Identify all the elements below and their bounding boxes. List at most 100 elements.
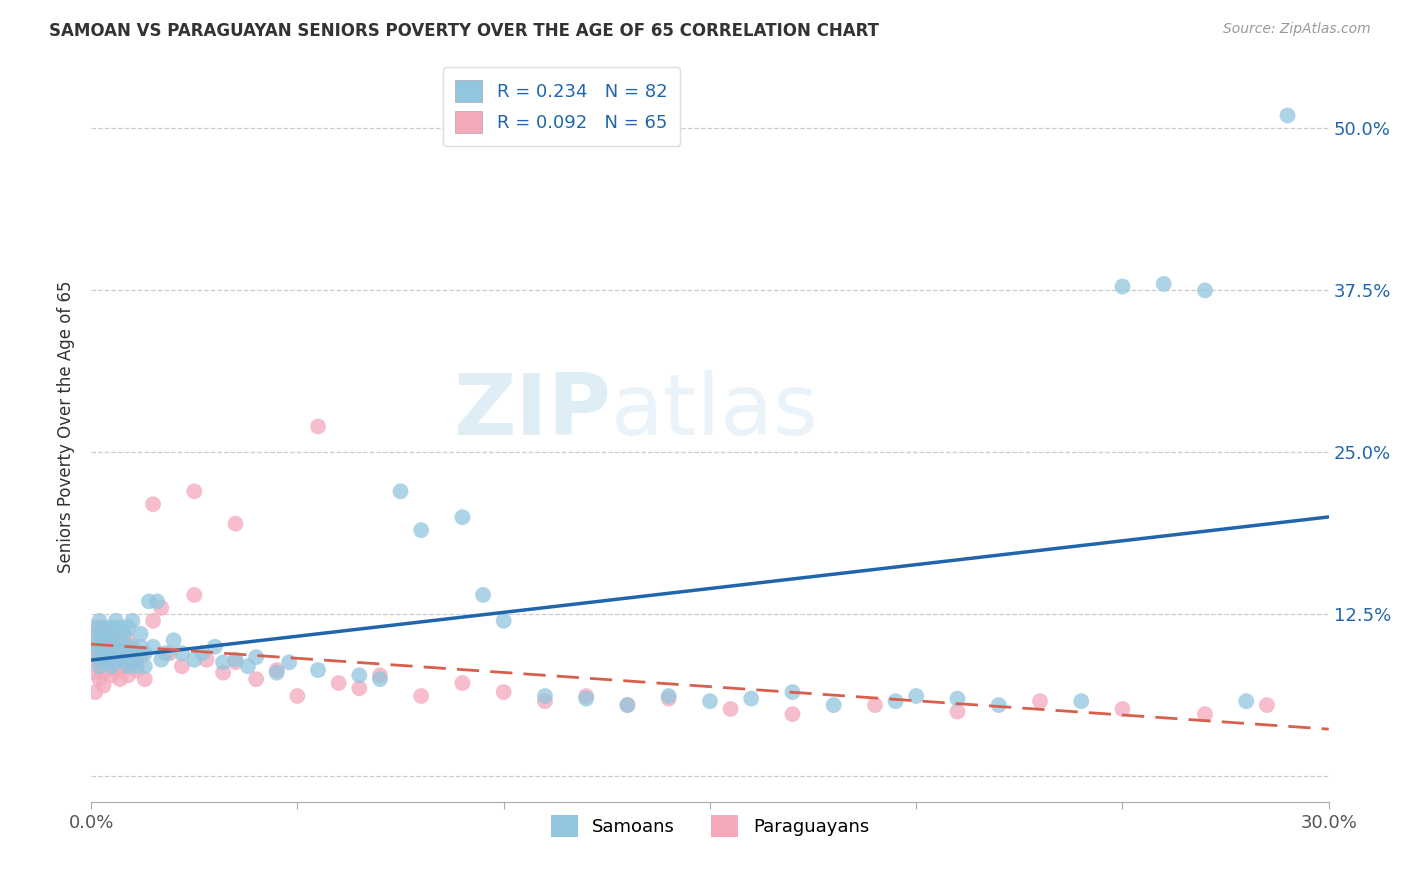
Point [266,665,288,680]
Point [150,600,173,615]
Point [823,698,845,712]
Point [104,663,127,677]
Point [163,633,186,648]
Point [101,659,124,673]
Point [159,646,181,660]
Point [212,656,235,670]
Point [307,663,329,677]
Point [1194,284,1216,298]
Point [104,640,127,654]
Point [1194,707,1216,722]
Text: atlas: atlas [612,370,818,453]
Point [121,653,143,667]
Point [93,650,115,665]
Point [129,640,152,654]
Point [451,676,474,690]
Point [1277,108,1299,122]
Point [89,646,111,660]
Point [492,614,515,628]
Point [658,691,681,706]
Point [84,640,107,654]
Point [97,642,120,657]
Point [121,640,143,654]
Point [89,672,111,686]
Point [89,614,111,628]
Point [658,689,681,703]
Point [108,646,131,660]
Point [534,689,557,703]
Point [225,516,247,531]
Point [1111,702,1133,716]
Point [97,656,120,670]
Point [212,665,235,680]
Point [411,523,433,537]
Point [101,646,124,660]
Point [121,614,143,628]
Point [104,646,127,660]
Point [368,668,391,682]
Point [492,685,515,699]
Point [1070,694,1092,708]
Point [782,685,804,699]
Y-axis label: Seniors Poverty Over the Age of 65: Seniors Poverty Over the Age of 65 [58,280,75,573]
Point [150,653,173,667]
Point [108,672,131,686]
Point [97,640,120,654]
Point [472,588,495,602]
Point [108,633,131,648]
Point [411,689,433,703]
Point [170,659,193,673]
Point [987,698,1010,712]
Point [101,633,124,648]
Point [349,668,371,682]
Point [328,676,350,690]
Point [1153,277,1175,291]
Point [287,689,309,703]
Point [93,633,115,648]
Point [108,620,131,634]
Point [84,633,107,648]
Point [93,679,115,693]
Point [155,646,177,660]
Point [134,646,156,660]
Point [699,694,721,708]
Point [183,653,205,667]
Point [117,646,139,660]
Point [134,672,156,686]
Point [93,653,115,667]
Point [946,705,969,719]
Point [740,691,762,706]
Point [93,646,115,660]
Point [225,653,247,667]
Point [266,663,288,677]
Point [245,650,267,665]
Point [117,659,139,673]
Point [112,627,135,641]
Text: SAMOAN VS PARAGUAYAN SENIORS POVERTY OVER THE AGE OF 65 CORRELATION CHART: SAMOAN VS PARAGUAYAN SENIORS POVERTY OVE… [49,22,879,40]
Point [108,640,131,654]
Point [195,653,218,667]
Point [84,665,107,680]
Point [84,627,107,641]
Point [905,689,928,703]
Point [142,614,165,628]
Point [575,689,598,703]
Point [138,594,160,608]
Point [101,650,124,665]
Point [125,659,148,673]
Point [104,653,127,667]
Point [782,707,804,722]
Point [89,620,111,634]
Point [112,656,135,670]
Point [884,694,907,708]
Point [117,620,139,634]
Point [117,633,139,648]
Point [89,627,111,641]
Point [97,650,120,665]
Text: Source: ZipAtlas.com: Source: ZipAtlas.com [1223,22,1371,37]
Text: ZIP: ZIP [453,370,612,453]
Point [183,588,205,602]
Point [1029,694,1052,708]
Point [129,650,152,665]
Point [204,640,226,654]
